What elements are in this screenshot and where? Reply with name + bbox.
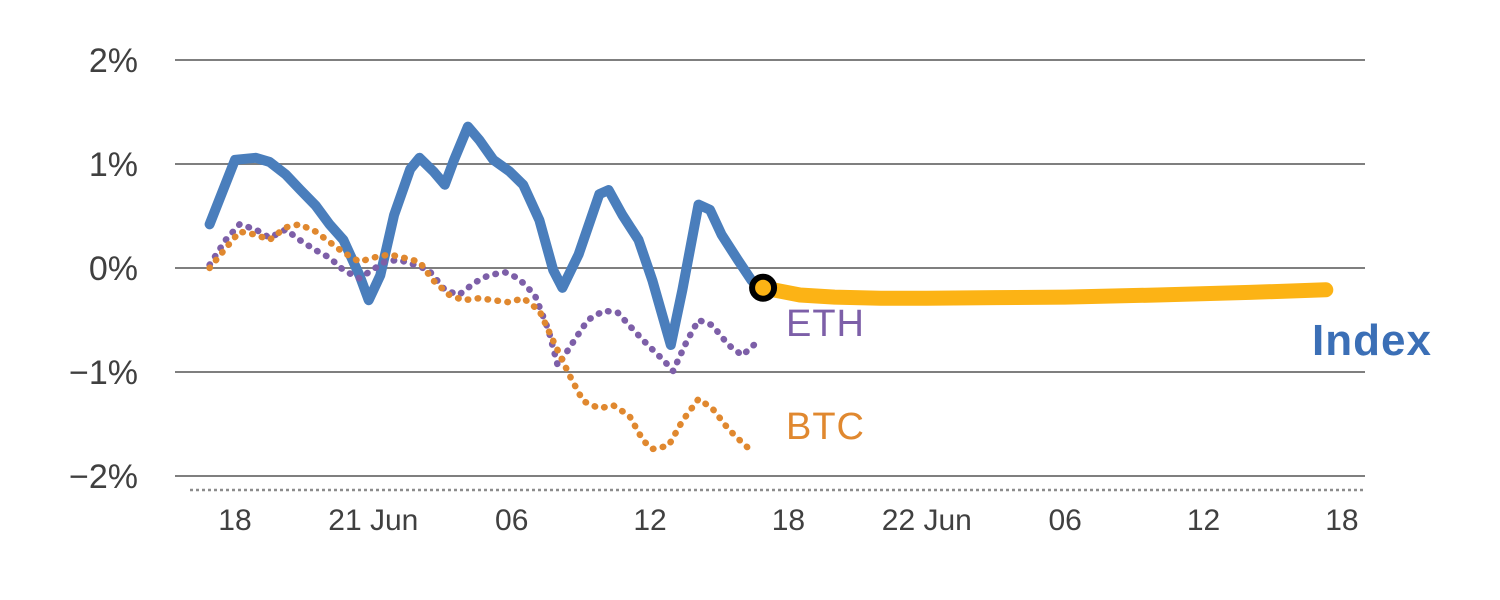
index-series-label: Index [1312,316,1432,365]
x-tick-label: 22 Jun [882,504,972,537]
x-tick-label: 12 [1187,504,1220,537]
current-point-marker [749,273,778,302]
y-tick-label: 2% [89,42,138,80]
series-line-eth [206,221,762,375]
y-tick-label: −1% [69,354,138,392]
y-tick-label: −2% [69,458,138,496]
x-tick-label: 12 [633,504,666,537]
y-tick-label: 0% [89,250,138,288]
x-tick-label: 06 [1049,504,1082,537]
x-tick-label: 06 [495,504,528,537]
x-tick-label: 18 [1325,504,1358,537]
series-line-btc [206,221,755,455]
series-line-index [204,121,769,350]
x-tick-label: 18 [218,504,251,537]
btc-series-label: BTC [786,406,865,448]
y-tick-label: 1% [89,146,138,184]
x-tick-label: 21 Jun [328,504,418,537]
eth-series-label: ETH [786,303,865,345]
series-line-index-forecast [755,280,1334,306]
x-tick-label: 18 [772,504,805,537]
